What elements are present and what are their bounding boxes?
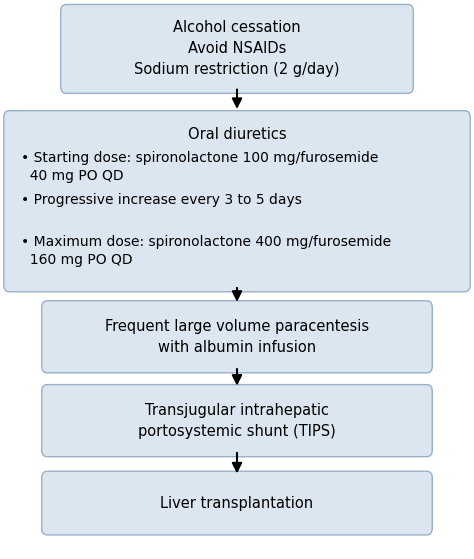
Text: • Starting dose: spironolactone 100 mg/furosemide
  40 mg PO QD: • Starting dose: spironolactone 100 mg/f…	[21, 151, 379, 183]
Text: Oral diuretics: Oral diuretics	[188, 127, 286, 143]
Text: Liver transplantation: Liver transplantation	[160, 496, 314, 510]
FancyBboxPatch shape	[42, 385, 432, 457]
FancyBboxPatch shape	[42, 301, 432, 373]
FancyBboxPatch shape	[61, 4, 413, 93]
Text: • Progressive increase every 3 to 5 days: • Progressive increase every 3 to 5 days	[21, 193, 302, 207]
FancyBboxPatch shape	[4, 111, 470, 292]
Text: Transjugular intrahepatic
portosystemic shunt (TIPS): Transjugular intrahepatic portosystemic …	[138, 402, 336, 439]
Text: Frequent large volume paracentesis
with albumin infusion: Frequent large volume paracentesis with …	[105, 319, 369, 355]
FancyBboxPatch shape	[42, 471, 432, 535]
Text: Alcohol cessation
Avoid NSAIDs
Sodium restriction (2 g/day): Alcohol cessation Avoid NSAIDs Sodium re…	[134, 21, 340, 77]
Text: • Maximum dose: spironolactone 400 mg/furosemide
  160 mg PO QD: • Maximum dose: spironolactone 400 mg/fu…	[21, 235, 392, 267]
